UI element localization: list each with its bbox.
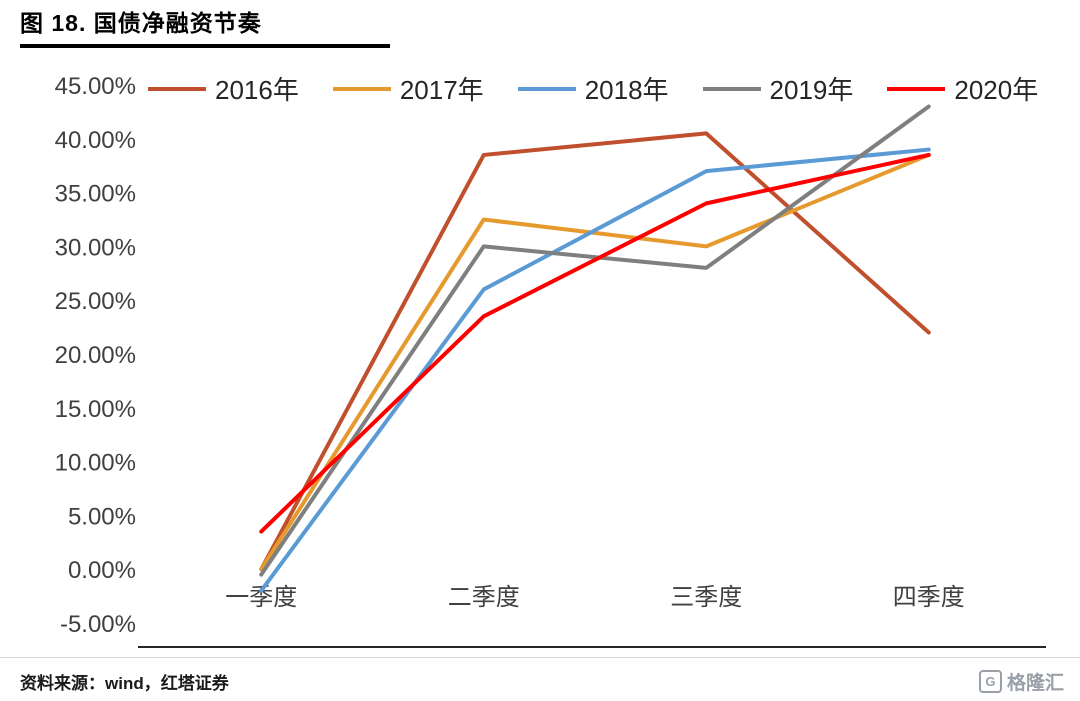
figure-title: 图 18. 国债净融资节奏 bbox=[20, 10, 262, 36]
x-category-label: 三季度 bbox=[670, 584, 742, 611]
y-tick-label: 30.00% bbox=[55, 234, 136, 261]
title-underline bbox=[20, 44, 390, 48]
y-tick-label: 10.00% bbox=[55, 450, 136, 477]
source-note: 资料来源：wind，红塔证券 bbox=[20, 673, 229, 693]
y-tick-label: 15.00% bbox=[55, 396, 136, 423]
series-line-2017年 bbox=[259, 152, 931, 572]
footer-divider bbox=[0, 657, 1080, 658]
legend-swatch bbox=[332, 86, 391, 91]
figure-header: 图 18. 国债净融资节奏 bbox=[20, 4, 390, 48]
legend-item: 2016年 bbox=[148, 70, 299, 107]
gelonghui-logo-text: 格隆汇 bbox=[1006, 672, 1064, 694]
figure-footer: 资料来源：wind，红塔证券 G 格隆汇 bbox=[0, 666, 1080, 696]
legend-item: 2017年 bbox=[332, 70, 484, 107]
line-chart: 45.00% 40.00% 35.00% 30.00% 25.00% 20.00% 15.0… bbox=[55, 73, 1046, 648]
y-tick-label: 20.00% bbox=[55, 342, 136, 369]
x-category-label: 四季度 bbox=[893, 584, 965, 611]
legend-label: 2020年 bbox=[954, 75, 1039, 105]
gelonghui-logo-icon: G bbox=[978, 669, 1002, 693]
y-tick-label: 35.00% bbox=[55, 181, 136, 208]
y-tick-label: 25.00% bbox=[55, 288, 136, 315]
legend-swatch bbox=[517, 86, 576, 91]
series-line-2016年 bbox=[259, 131, 931, 572]
legend-item: 2018年 bbox=[517, 70, 669, 107]
legend-label: 2019年 bbox=[769, 75, 854, 105]
legend-swatch bbox=[887, 86, 946, 91]
legend-swatch bbox=[148, 86, 206, 91]
series-line-2020年 bbox=[259, 152, 931, 534]
legend-item: 2020年 bbox=[887, 70, 1038, 107]
legend-swatch bbox=[702, 86, 761, 91]
y-tick-label: 40.00% bbox=[55, 127, 136, 154]
y-tick-label: 5.00% bbox=[68, 503, 136, 530]
series-line-2018年 bbox=[259, 147, 931, 593]
y-tick-label: 0.00% bbox=[68, 557, 136, 584]
gelonghui-logo: G 格隆汇 bbox=[978, 668, 1064, 695]
chart-legend: 2016年 2017年 2018年 2019年 2020年 bbox=[148, 70, 1038, 107]
legend-label: 2018年 bbox=[584, 75, 669, 105]
x-category-label: 二季度 bbox=[448, 584, 520, 611]
legend-item: 2019年 bbox=[702, 70, 854, 107]
legend-label: 2016年 bbox=[215, 75, 299, 105]
y-tick-label: 45.00% bbox=[55, 73, 136, 100]
series-line-2019年 bbox=[259, 104, 931, 577]
legend-label: 2017年 bbox=[399, 75, 484, 105]
y-tick-label: -5.00% bbox=[60, 611, 136, 638]
